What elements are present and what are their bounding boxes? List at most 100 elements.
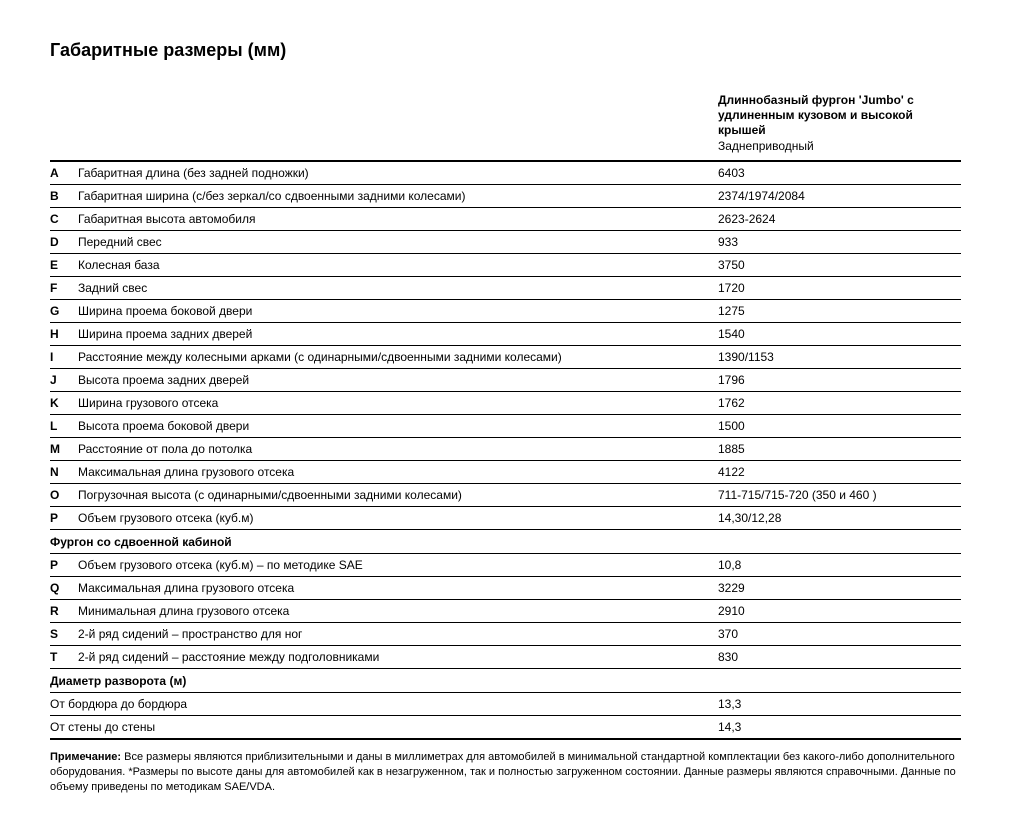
tbody-section2: От бордюра до бордюра13,3От стены до сте…	[50, 693, 961, 740]
table-row: LВысота проема боковой двери1500	[50, 415, 961, 438]
row-letter: K	[50, 392, 78, 415]
section1-title: Фургон со сдвоенной кабиной	[50, 530, 961, 554]
row-letter: Q	[50, 577, 78, 600]
row-label: От бордюра до бордюра	[50, 693, 718, 716]
row-value: 711-715/715-720 (350 и 460 )	[718, 484, 961, 507]
row-letter: I	[50, 346, 78, 369]
row-label: Минимальная длина грузового отсека	[78, 600, 718, 623]
table-row: T2-й ряд сидений – расстояние между подг…	[50, 646, 961, 669]
row-letter: C	[50, 208, 78, 231]
row-label: Габаритная высота автомобиля	[78, 208, 718, 231]
row-value: 10,8	[718, 554, 961, 577]
row-letter: G	[50, 300, 78, 323]
row-value: 1796	[718, 369, 961, 392]
row-letter: J	[50, 369, 78, 392]
row-letter: L	[50, 415, 78, 438]
header-letter-blank	[50, 89, 78, 161]
row-label: Габаритная ширина (с/без зеркал/со сдвое…	[78, 185, 718, 208]
table-row: PОбъем грузового отсека (куб.м) – по мет…	[50, 554, 961, 577]
table-row: BГабаритная ширина (с/без зеркал/со сдво…	[50, 185, 961, 208]
row-letter: A	[50, 161, 78, 185]
row-value: 2910	[718, 600, 961, 623]
table-row: От стены до стены14,3	[50, 716, 961, 740]
table-row: От бордюра до бордюра13,3	[50, 693, 961, 716]
section2-title-row: Диаметр разворота (м)	[50, 669, 961, 693]
table-row: JВысота проема задних дверей1796	[50, 369, 961, 392]
table-row: KШирина грузового отсека1762	[50, 392, 961, 415]
row-value: 1762	[718, 392, 961, 415]
table-row: GШирина проема боковой двери1275	[50, 300, 961, 323]
table-row: HШирина проема задних дверей1540	[50, 323, 961, 346]
row-label: Расстояние между колесными арками (с оди…	[78, 346, 718, 369]
row-value: 1390/1153	[718, 346, 961, 369]
row-letter: M	[50, 438, 78, 461]
table-row: EКолесная база3750	[50, 254, 961, 277]
table-row: OПогрузочная высота (с одинарными/сдвоен…	[50, 484, 961, 507]
row-value: 830	[718, 646, 961, 669]
row-value: 1885	[718, 438, 961, 461]
row-letter: S	[50, 623, 78, 646]
row-value: 370	[718, 623, 961, 646]
row-value: 14,3	[718, 716, 961, 740]
dimensions-table: Длиннобазный фургон 'Jumbo' с удлиненным…	[50, 89, 961, 740]
row-value: 14,30/12,28	[718, 507, 961, 530]
row-letter: E	[50, 254, 78, 277]
page-title: Габаритные размеры (мм)	[50, 40, 961, 61]
header-label-blank	[78, 89, 718, 161]
row-letter: O	[50, 484, 78, 507]
row-label: Максимальная длина грузового отсека	[78, 461, 718, 484]
header-value-sub: Заднеприводный	[718, 139, 955, 154]
row-letter: F	[50, 277, 78, 300]
row-value: 13,3	[718, 693, 961, 716]
row-value: 2374/1974/2084	[718, 185, 961, 208]
row-label: 2-й ряд сидений – расстояние между подго…	[78, 646, 718, 669]
table-header-row: Длиннобазный фургон 'Jumbo' с удлиненным…	[50, 89, 961, 161]
row-value: 1275	[718, 300, 961, 323]
row-value: 3750	[718, 254, 961, 277]
row-label: От стены до стены	[50, 716, 718, 740]
row-letter: P	[50, 507, 78, 530]
row-label: Объем грузового отсека (куб.м) – по мето…	[78, 554, 718, 577]
footnote-label: Примечание:	[50, 751, 121, 763]
table-row: PОбъем грузового отсека (куб.м)14,30/12,…	[50, 507, 961, 530]
row-value: 933	[718, 231, 961, 254]
row-letter: D	[50, 231, 78, 254]
tbody-section2-head: Диаметр разворота (м)	[50, 669, 961, 693]
row-value: 6403	[718, 161, 961, 185]
row-label: Объем грузового отсека (куб.м)	[78, 507, 718, 530]
tbody-section1: PОбъем грузового отсека (куб.м) – по мет…	[50, 554, 961, 669]
table-row: FЗадний свес1720	[50, 277, 961, 300]
table-row: CГабаритная высота автомобиля2623-2624	[50, 208, 961, 231]
table-row: QМаксимальная длина грузового отсека3229	[50, 577, 961, 600]
row-value: 3229	[718, 577, 961, 600]
tbody-main: AГабаритная длина (без задней подножки)6…	[50, 161, 961, 530]
header-value-main: Длиннобазный фургон 'Jumbo' с удлиненным…	[718, 93, 914, 137]
tbody-section1-head: Фургон со сдвоенной кабиной	[50, 530, 961, 554]
table-row: DПередний свес933	[50, 231, 961, 254]
table-row: NМаксимальная длина грузового отсека4122	[50, 461, 961, 484]
row-label: Габаритная длина (без задней подножки)	[78, 161, 718, 185]
row-label: Задний свес	[78, 277, 718, 300]
row-label: Ширина грузового отсека	[78, 392, 718, 415]
header-value: Длиннобазный фургон 'Jumbo' с удлиненным…	[718, 89, 961, 161]
footnote-text: Все размеры являются приблизительными и …	[50, 751, 956, 793]
table-row: MРасстояние от пола до потолка1885	[50, 438, 961, 461]
row-letter: B	[50, 185, 78, 208]
row-label: Высота проема боковой двери	[78, 415, 718, 438]
row-letter: P	[50, 554, 78, 577]
row-value: 1720	[718, 277, 961, 300]
row-value: 1500	[718, 415, 961, 438]
table-row: RМинимальная длина грузового отсека2910	[50, 600, 961, 623]
table-row: IРасстояние между колесными арками (с од…	[50, 346, 961, 369]
row-label: Расстояние от пола до потолка	[78, 438, 718, 461]
row-label: Максимальная длина грузового отсека	[78, 577, 718, 600]
row-value: 1540	[718, 323, 961, 346]
row-label: Передний свес	[78, 231, 718, 254]
row-label: Ширина проема задних дверей	[78, 323, 718, 346]
row-letter: T	[50, 646, 78, 669]
table-row: S2-й ряд сидений – пространство для ног3…	[50, 623, 961, 646]
row-label: Ширина проема боковой двери	[78, 300, 718, 323]
table-row: AГабаритная длина (без задней подножки)6…	[50, 161, 961, 185]
row-value: 4122	[718, 461, 961, 484]
section2-title: Диаметр разворота (м)	[50, 669, 961, 693]
